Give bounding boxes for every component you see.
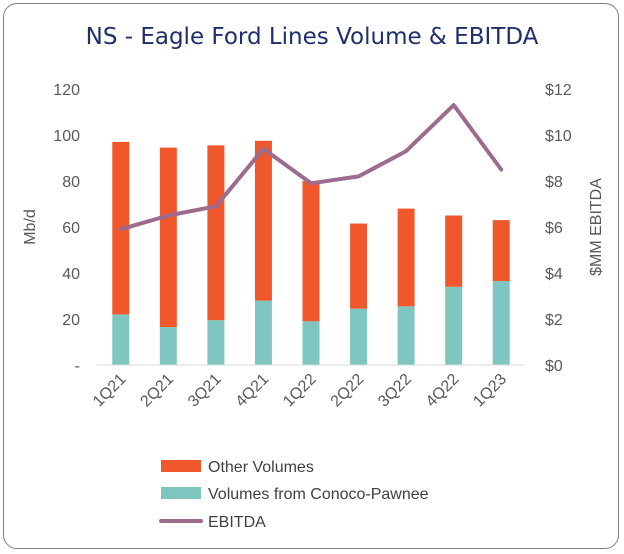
left-axis-tick-label: 40	[62, 266, 80, 283]
bar-other-volumes-2q21	[159, 147, 177, 328]
category-label: 1Q23	[470, 371, 510, 411]
left-axis-title: Mb/d	[22, 209, 39, 245]
category-label: 3Q21	[185, 371, 225, 411]
category-label: 3Q22	[375, 371, 415, 411]
legend-label: EBITDA	[208, 514, 266, 531]
bar-volumes-from-conoco-pawnee-4q21	[254, 300, 272, 365]
chart-title: NS - Eagle Ford Lines Volume & EBITDA	[85, 24, 539, 50]
ebitda-line-series	[118, 103, 504, 232]
ebitda-point-2q21	[167, 214, 170, 217]
left-axis-tick-label: 120	[53, 82, 80, 99]
category-label: 2Q21	[137, 371, 177, 411]
category-label: 4Q21	[233, 371, 273, 411]
left-axis-tick-label: 100	[53, 128, 80, 145]
legend-swatch	[161, 487, 201, 499]
bar-other-volumes-3q22	[397, 208, 415, 307]
ebitda-point-1q22	[310, 182, 312, 185]
category-label: 4Q22	[423, 371, 463, 411]
bar-volumes-from-conoco-pawnee-1q22	[302, 321, 320, 365]
ebitda-point-1q23	[500, 168, 503, 171]
ebitda-point-2q22	[357, 175, 360, 178]
left-axis-tick-label: 80	[62, 174, 80, 191]
right-axis-tick-label: $12	[545, 82, 572, 99]
right-axis-title: $MM EBITDA	[588, 178, 605, 276]
category-label: 1Q21	[90, 371, 130, 411]
bar-other-volumes-4q21	[254, 140, 272, 301]
category-labels: 1Q21 2Q21 3Q21 4Q21 1Q22 2Q22 3Q22 4Q22 1Q23	[90, 371, 510, 411]
bar-volumes-from-conoco-pawnee-3q22	[397, 306, 415, 365]
right-axis-tick-label: $2	[545, 312, 563, 329]
bar-volumes-from-conoco-pawnee-1q23	[492, 281, 510, 365]
bar-other-volumes-2q22	[350, 223, 368, 309]
bar-volumes-from-conoco-pawnee-1q21	[112, 314, 130, 365]
left-axis-tick-label: 60	[62, 220, 80, 237]
ebitda-point-4q22	[452, 104, 455, 107]
bar-volumes-from-conoco-pawnee-2q22	[350, 308, 368, 365]
ebitda-point-3q21	[214, 205, 217, 208]
legend-swatch	[161, 460, 201, 472]
ebitda-point-1q21	[119, 228, 122, 231]
right-axis-tick-label: $0	[545, 358, 563, 375]
bar-volumes-from-conoco-pawnee-3q21	[207, 320, 225, 365]
right-axis-tick-label: $10	[545, 128, 572, 145]
bar-other-volumes-1q23	[492, 220, 510, 282]
bar-volumes-from-conoco-pawnee-2q21	[159, 327, 177, 365]
bar-other-volumes-1q22	[302, 181, 320, 322]
category-label: 2Q22	[328, 371, 368, 411]
ebitda-point-3q22	[405, 150, 408, 153]
right-axis-tick-label: $8	[545, 174, 563, 191]
right-axis-tick-label: $4	[545, 266, 563, 283]
legend-label: Volumes from Conoco-Pawnee	[208, 486, 429, 503]
bar-other-volumes-4q22	[445, 215, 463, 287]
legend: Other Volumes Volumes from Conoco-Pawnee E…	[159, 459, 429, 531]
left-axis-tick-label: -	[75, 358, 80, 375]
legend-label: Other Volumes	[208, 459, 314, 476]
bar-other-volumes-3q21	[207, 145, 225, 321]
right-axis-ticks: $0 $2 $4 $6 $8 $10 $12	[545, 82, 572, 375]
ebitda-point-4q21	[262, 147, 265, 150]
bar-volumes-from-conoco-pawnee-4q22	[445, 286, 463, 365]
right-axis-tick-label: $6	[545, 220, 563, 237]
category-label: 1Q22	[280, 371, 320, 411]
left-axis-tick-label: 20	[62, 312, 80, 329]
left-axis-ticks: - 20 40 60 80 100 120	[53, 82, 80, 375]
bar-series	[112, 140, 510, 365]
